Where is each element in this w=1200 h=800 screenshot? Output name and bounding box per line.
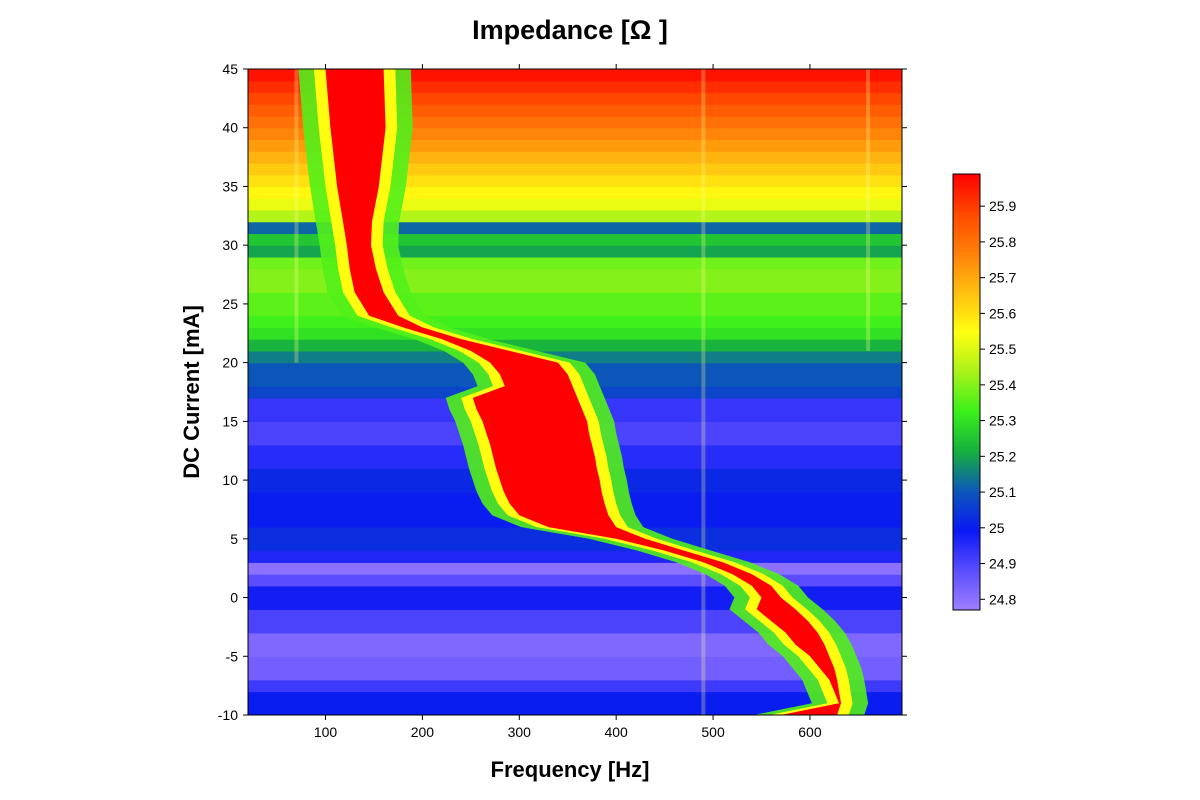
heatmap-band xyxy=(248,691,902,715)
resonance-ridge xyxy=(325,69,841,715)
heatmap-band xyxy=(248,233,902,246)
chart-title: Impedance [Ω ] xyxy=(472,15,668,45)
y-tick-label: 10 xyxy=(222,472,238,488)
y-tick-label: 20 xyxy=(222,355,238,371)
colorbar: 24.8 24.9 25 25.1 25.2 25.3 25.4 25.5 25.6 25.7 25… xyxy=(952,173,1016,611)
colorbar-tick-label: 25 xyxy=(989,520,1005,536)
colorbar-scale xyxy=(952,173,981,611)
colorbar-ticks: 24.8 24.9 25 25.1 25.2 25.3 25.4 25.5 25.6 25.7 25… xyxy=(980,198,1016,607)
x-tick-label: 300 xyxy=(508,724,532,740)
heatmap-band xyxy=(248,151,902,164)
x-axis-label: Frequency [Hz] xyxy=(491,757,650,782)
heatmap-band xyxy=(248,162,902,176)
y-tick-label: 35 xyxy=(222,178,238,194)
y-tick-label: -5 xyxy=(226,648,239,664)
y-tick-label: 5 xyxy=(230,531,238,547)
heatmap-band xyxy=(248,550,902,563)
y-tick-label: 45 xyxy=(222,61,238,77)
heatmap-band xyxy=(248,327,902,340)
y-tick-label: -10 xyxy=(218,707,238,723)
x-axis: 100 200 300 400 500 600 xyxy=(314,64,822,740)
y-tick-label: 0 xyxy=(230,590,238,606)
x-tick-label: 200 xyxy=(411,724,435,740)
x-tick-label: 500 xyxy=(701,724,725,740)
colorbar-tick-label: 25.3 xyxy=(989,413,1016,429)
heatmap-band xyxy=(248,562,902,575)
heatmap-plot-area xyxy=(248,69,902,715)
plot-frame xyxy=(247,68,903,716)
colorbar-tick-label: 25.8 xyxy=(989,234,1016,250)
heatmap-band xyxy=(248,574,902,587)
y-tick-label: 15 xyxy=(222,413,238,429)
heatmap-band xyxy=(248,256,902,270)
heatmap-band xyxy=(248,209,902,223)
heatmap-band xyxy=(248,245,902,258)
colorbar-tick-label: 25.2 xyxy=(989,448,1016,464)
heatmap-band xyxy=(248,186,902,199)
heatmap-band xyxy=(248,339,902,352)
colorbar-tick-label: 25.5 xyxy=(989,341,1016,357)
colorbar-tick-label: 25.1 xyxy=(989,484,1016,500)
x-tick-label: 600 xyxy=(798,724,822,740)
heatmap-band xyxy=(248,198,902,211)
x-tick-label: 100 xyxy=(314,724,338,740)
y-tick-label: 30 xyxy=(222,237,238,253)
heatmap-band xyxy=(248,350,902,364)
colorbar-tick-label: 24.9 xyxy=(989,556,1016,572)
y-tick-label: 25 xyxy=(222,296,238,312)
colorbar-tick-label: 24.8 xyxy=(989,591,1016,607)
heatmap-band xyxy=(248,69,902,82)
resonance-halo-inner xyxy=(313,69,853,715)
heatmap-band xyxy=(248,315,902,328)
x-tick-label: 400 xyxy=(604,724,628,740)
heatmap-band xyxy=(248,174,902,188)
colorbar-tick-label: 25.4 xyxy=(989,377,1016,393)
y-axis-label: DC Current [mA] xyxy=(179,305,204,479)
y-tick-label: 40 xyxy=(222,120,238,136)
vertical-resonance-line xyxy=(294,69,299,363)
heatmap-band xyxy=(248,679,902,693)
colorbar-tick-label: 25.9 xyxy=(989,198,1016,214)
colorbar-tick-label: 25.7 xyxy=(989,270,1016,286)
heatmap-band xyxy=(248,221,902,235)
y-axis: -10 -5 0 5 10 15 20 25 30 35 40 45 xyxy=(218,61,907,723)
colorbar-tick-label: 25.6 xyxy=(989,305,1016,321)
heatmap-band xyxy=(248,80,902,94)
vertical-resonance-line xyxy=(701,69,706,715)
heatmap-band xyxy=(248,139,902,152)
vertical-resonance-line xyxy=(866,69,871,351)
